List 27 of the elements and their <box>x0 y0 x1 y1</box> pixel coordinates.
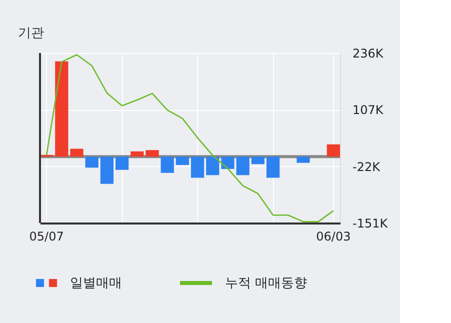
y-tick-label: -151K <box>352 216 389 230</box>
y-tick-label: 236K <box>352 46 384 60</box>
bar <box>160 156 174 173</box>
line-series <box>46 54 334 222</box>
x-tick-label: 06/03 <box>316 230 351 244</box>
bar <box>115 156 129 170</box>
bar <box>146 150 159 157</box>
legend-label: 일별매매 <box>70 276 122 291</box>
bar <box>266 156 280 178</box>
y-tick-label: 107K <box>352 103 384 118</box>
bar <box>176 156 190 166</box>
bar <box>55 61 68 157</box>
bar <box>221 156 234 169</box>
bar <box>236 156 250 176</box>
y-tick-label: -22K <box>352 160 382 174</box>
x-tick-label: 05/07 <box>29 230 64 244</box>
bar <box>190 156 204 178</box>
legend-label: 누적 매매동향 <box>225 276 308 291</box>
bar <box>206 156 220 176</box>
bar <box>326 144 340 157</box>
bar <box>85 156 98 168</box>
chart-title: 기관 <box>18 26 44 41</box>
bar <box>70 148 84 157</box>
bar <box>100 156 114 184</box>
bar <box>130 151 144 157</box>
bar <box>296 156 310 163</box>
bar <box>251 156 265 164</box>
